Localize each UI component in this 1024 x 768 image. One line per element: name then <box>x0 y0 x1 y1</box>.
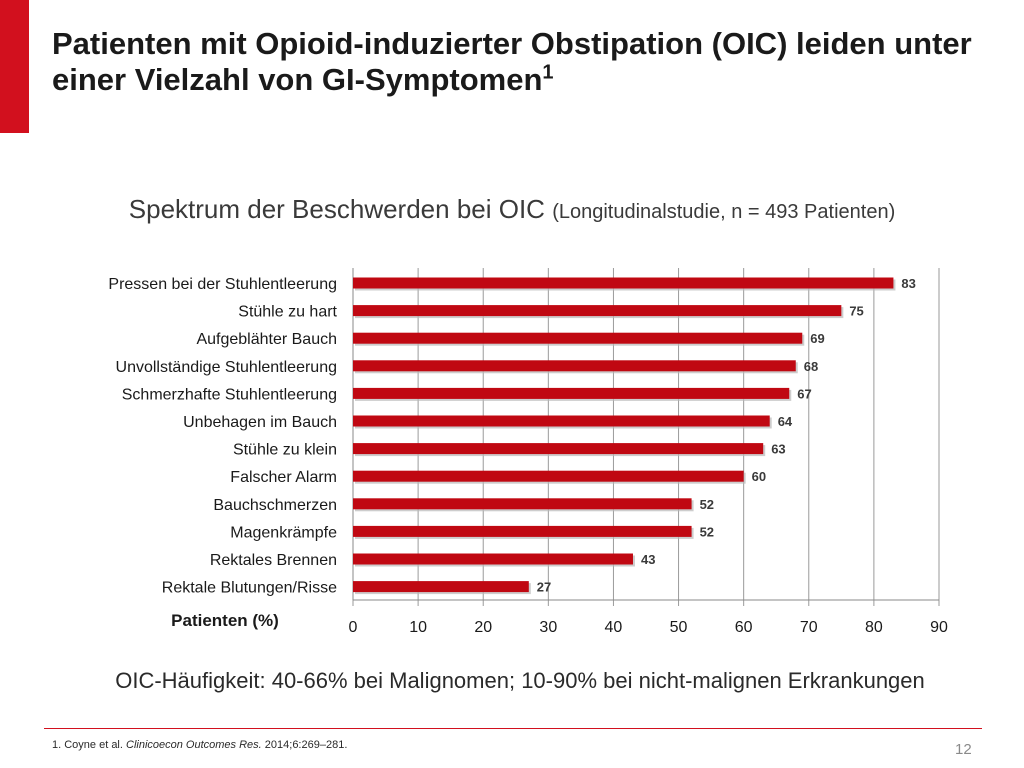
bar <box>353 387 790 399</box>
data-label: 27 <box>537 580 551 595</box>
data-label: 52 <box>700 524 714 539</box>
data-label: 67 <box>797 386 811 401</box>
data-label: 63 <box>771 442 785 457</box>
bar <box>353 525 692 537</box>
x-tick-label: 20 <box>474 619 492 636</box>
category-label: Schmerzhafte Stuhlentleerung <box>122 386 337 403</box>
x-tick-label: 70 <box>800 619 818 636</box>
bar <box>353 581 529 593</box>
x-tick-label: 90 <box>930 619 948 636</box>
subtitle-paren: (Longitudinalstudie, n = 493 Patienten) <box>552 201 896 223</box>
category-label: Rektales Brennen <box>210 552 337 569</box>
category-label: Rektale Blutungen/Risse <box>162 580 337 597</box>
footnote-prefix: 1. Coyne et al. <box>52 739 126 751</box>
data-label: 52 <box>700 497 714 512</box>
data-label: 83 <box>901 276 915 291</box>
category-label: Stühle zu klein <box>233 442 337 459</box>
bar <box>353 415 770 427</box>
x-tick-label: 0 <box>349 619 358 636</box>
bar <box>353 470 744 482</box>
bar <box>353 443 764 455</box>
accent-bar <box>0 0 29 133</box>
category-label: Unbehagen im Bauch <box>183 414 337 431</box>
footer-divider <box>44 728 982 729</box>
prevalence-note: OIC-Häufigkeit: 40-66% bei Malignomen; 1… <box>115 668 925 693</box>
data-label: 68 <box>804 359 818 374</box>
bar <box>353 360 796 372</box>
subtitle-main: Spektrum der Beschwerden bei OIC <box>128 194 545 224</box>
bar <box>353 332 803 344</box>
footnote: 1. Coyne et al. Clinicoecon Outcomes Res… <box>52 739 347 751</box>
category-label: Bauchschmerzen <box>213 497 337 514</box>
bar <box>353 305 842 317</box>
title-superscript: 1 <box>542 61 554 84</box>
footnote-journal: Clinicoecon Outcomes Res. <box>126 739 262 751</box>
category-label: Pressen bei der Stuhlentleerung <box>108 276 337 293</box>
x-tick-label: 40 <box>605 619 623 636</box>
bar <box>353 277 894 289</box>
bar <box>353 498 692 510</box>
data-label: 43 <box>641 552 655 567</box>
category-label: Aufgeblähter Bauch <box>196 331 337 348</box>
bar <box>353 553 633 565</box>
data-label: 75 <box>849 304 863 319</box>
x-tick-label: 60 <box>735 619 753 636</box>
chart-subtitle: Spektrum der Beschwerden bei OIC (Longit… <box>0 194 1024 225</box>
slide-title-text: Patienten mit Opioid-induzierter Obstipa… <box>52 26 972 97</box>
category-label: Magenkrämpfe <box>230 524 337 541</box>
x-tick-label: 30 <box>539 619 557 636</box>
footnote-suffix: 2014;6:269–281. <box>261 739 348 751</box>
category-label: Unvollständige Stuhlentleerung <box>116 359 337 376</box>
x-tick-label: 50 <box>670 619 688 636</box>
data-label: 69 <box>810 331 824 346</box>
slide-title: Patienten mit Opioid-induzierter Obstipa… <box>52 26 992 98</box>
category-label: Stühle zu hart <box>238 304 337 321</box>
category-label: Falscher Alarm <box>230 469 337 486</box>
data-label: 60 <box>752 469 766 484</box>
data-label: 64 <box>778 414 793 429</box>
x-tick-label: 10 <box>409 619 427 636</box>
page-number: 12 <box>955 741 972 758</box>
x-tick-label: 80 <box>865 619 883 636</box>
x-axis-title: Patienten (%) <box>171 611 279 630</box>
